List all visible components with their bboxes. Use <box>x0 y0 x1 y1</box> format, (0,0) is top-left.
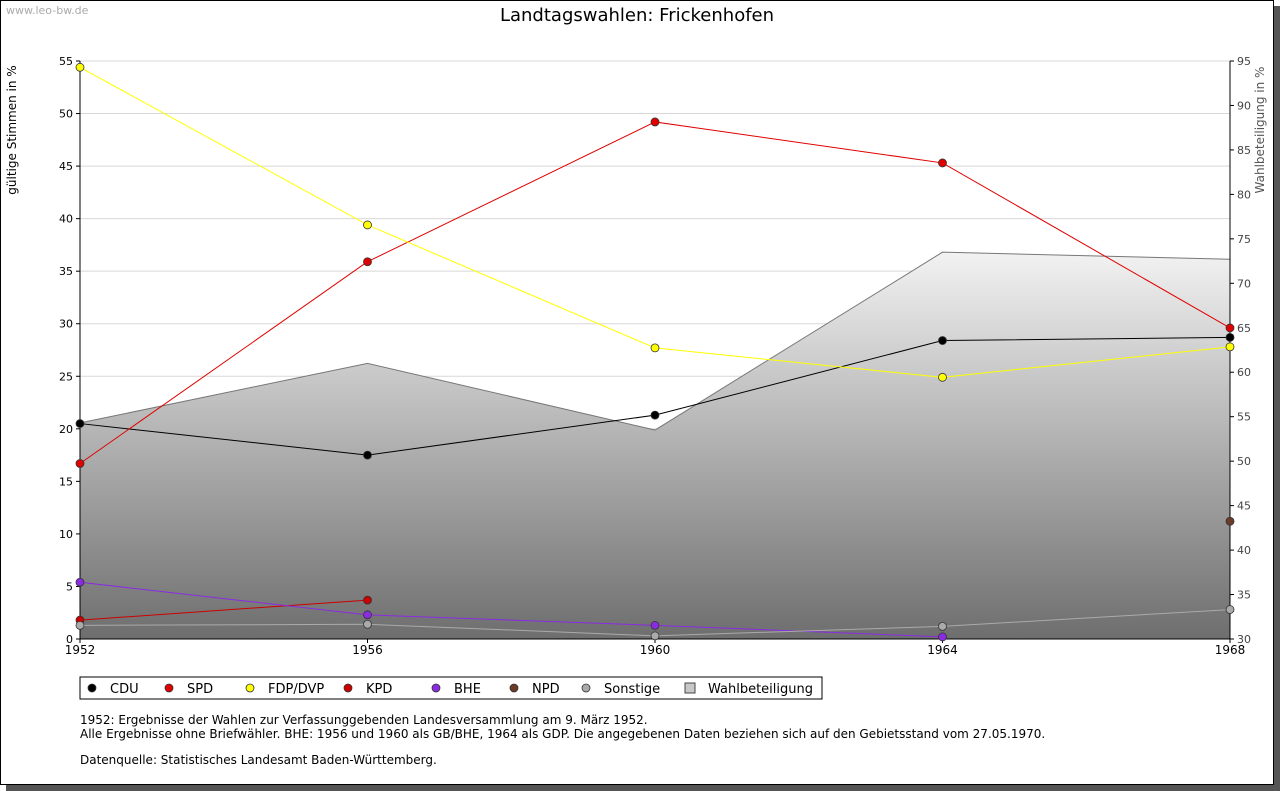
right-tick-label: 70 <box>1237 277 1251 290</box>
legend-label: BHE <box>454 682 481 697</box>
legend-label: SPD <box>187 682 213 697</box>
point-sonstige <box>938 621 947 631</box>
point-cdu <box>363 450 372 460</box>
point-fdpdvp <box>363 220 372 230</box>
note-1952: 1952: Ergebnisse der Wahlen zur Verfassu… <box>80 713 648 727</box>
series-line-kpd <box>79 599 368 621</box>
point-spd <box>938 158 947 168</box>
left-tick-label: 0 <box>66 633 73 646</box>
right-tick-label: 30 <box>1237 633 1251 646</box>
left-tick-label: 55 <box>59 55 73 68</box>
turnout-line <box>79 251 1231 431</box>
left-tick-label: 45 <box>59 160 73 173</box>
left-tick-label: 50 <box>59 108 73 121</box>
y2-axis-label: Wahlbeteiligung in % <box>1253 67 1267 194</box>
point-cdu <box>938 336 947 345</box>
left-tick-label: 35 <box>59 265 73 278</box>
point-fdpdvp <box>650 343 660 353</box>
point-fdpdvp <box>1225 342 1235 352</box>
left-tick-label: 10 <box>59 528 73 541</box>
right-tick-label: 65 <box>1237 322 1251 335</box>
x-tick-label: 1952 <box>65 643 96 657</box>
point-sonstige <box>1225 605 1235 614</box>
legend-swatch-npd <box>509 683 519 693</box>
note-source: Datenquelle: Statistisches Landesamt Bad… <box>80 753 437 767</box>
right-tick-label: 75 <box>1237 233 1251 246</box>
left-tick-label: 40 <box>59 213 73 226</box>
turnout-area <box>80 252 1230 639</box>
legend-label: Wahlbeteiligung <box>708 682 813 697</box>
left-tick-label: 5 <box>66 580 73 593</box>
point-cdu <box>75 419 85 428</box>
point-spd <box>363 257 372 267</box>
point-kpd <box>363 595 372 605</box>
right-tick-label: 50 <box>1237 455 1251 468</box>
point-npd <box>1225 516 1235 526</box>
point-fdpdvp <box>938 372 947 382</box>
note-briefwaehler: Alle Ergebnisse ohne Briefwähler. BHE: 1… <box>80 727 1046 741</box>
legend-swatch-bhe <box>431 683 441 693</box>
watermark: www.leo-bw.de <box>6 4 89 17</box>
point-fdpdvp <box>75 62 85 72</box>
legend-swatch-kpd <box>343 683 353 693</box>
point-bhe <box>650 620 660 630</box>
legend-swatch-fdpdvp <box>245 683 255 693</box>
right-tick-label: 55 <box>1237 411 1251 424</box>
left-tick-label: 15 <box>59 475 73 488</box>
point-bhe <box>75 577 85 587</box>
legend-label: FDP/DVP <box>268 682 324 697</box>
x-tick-label: 1968 <box>1215 643 1246 657</box>
right-tick-label: 40 <box>1237 544 1251 557</box>
frame-shadow-right <box>1274 6 1280 791</box>
right-tick-label: 95 <box>1237 55 1251 68</box>
point-sonstige <box>75 620 85 630</box>
legend-swatch-wahlbeteiligung <box>684 682 696 694</box>
point-bhe <box>938 632 947 642</box>
point-bhe <box>363 610 372 620</box>
point-spd <box>1225 323 1235 333</box>
point-cdu <box>1225 332 1235 342</box>
point-sonstige <box>650 631 660 641</box>
right-tick-label: 80 <box>1237 188 1251 201</box>
legend-box <box>79 676 823 700</box>
legend-swatch-sonstige <box>581 683 591 693</box>
legend-label: CDU <box>110 682 139 697</box>
point-spd <box>75 459 85 468</box>
legend-label: Sonstige <box>604 682 660 697</box>
x-tick-label: 1964 <box>927 643 958 657</box>
left-tick-label: 20 <box>59 423 73 436</box>
right-tick-label: 60 <box>1237 366 1251 379</box>
left-tick-label: 30 <box>59 318 73 331</box>
legend-label: KPD <box>366 682 392 697</box>
chart-title: Landtagswahlen: Frickenhofen <box>500 5 774 26</box>
point-sonstige <box>363 619 372 629</box>
legend-label: NPD <box>532 682 560 697</box>
x-tick-label: 1960 <box>640 643 671 657</box>
x-tick-label: 1956 <box>352 643 383 657</box>
point-cdu <box>650 410 660 420</box>
point-spd <box>650 117 660 127</box>
right-tick-label: 85 <box>1237 144 1251 157</box>
right-tick-label: 90 <box>1237 99 1251 112</box>
right-tick-label: 35 <box>1237 589 1251 602</box>
frame-shadow-bottom <box>6 785 1280 791</box>
legend-swatch-spd <box>164 683 174 693</box>
right-tick-label: 45 <box>1237 500 1251 513</box>
y-axis-label: gültige Stimmen in % <box>5 65 19 194</box>
legend-swatch-cdu <box>87 683 97 693</box>
left-tick-label: 25 <box>59 370 73 383</box>
